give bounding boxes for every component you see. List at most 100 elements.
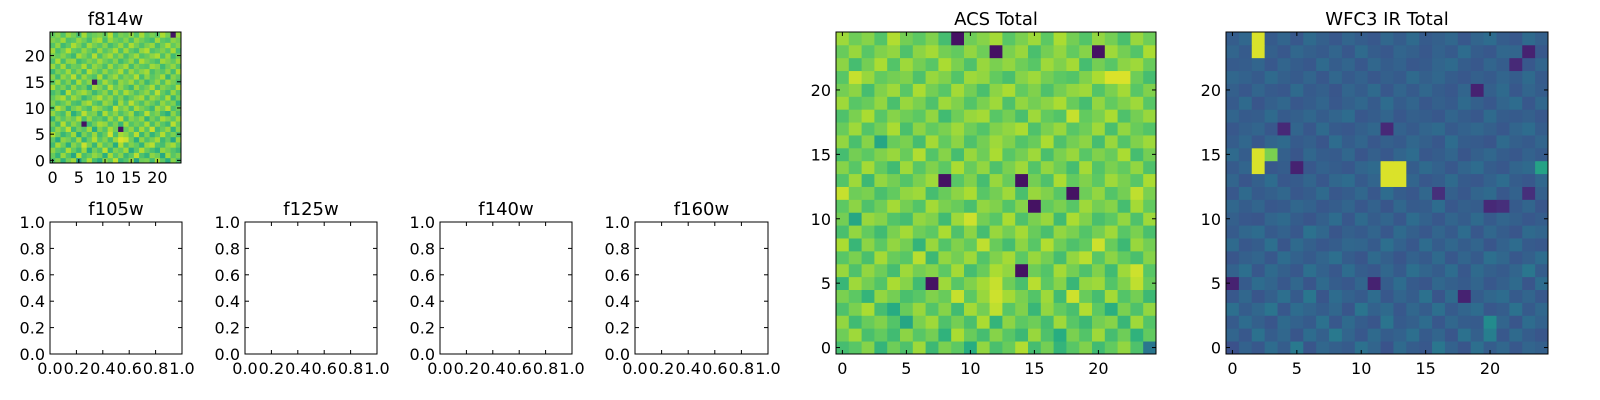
heatmap-cell (1354, 109, 1369, 123)
heatmap-cell (170, 68, 177, 75)
heatmap-cell (91, 121, 98, 127)
heatmap-cell (1535, 160, 1549, 175)
heatmap-cell (1092, 160, 1106, 175)
x-tick-label: 0 (48, 168, 58, 187)
heatmap-cell (1522, 302, 1536, 316)
heatmap-cell (1130, 96, 1144, 110)
heatmap-cell (1432, 250, 1446, 265)
heatmap-cell (900, 122, 914, 136)
x-tick-label: 0.8 (143, 359, 168, 378)
heatmap-cell (1470, 122, 1484, 136)
heatmap-cell (1457, 186, 1472, 200)
heatmap-cell (55, 73, 61, 80)
heatmap-cell (65, 52, 72, 59)
heatmap-cell (1290, 263, 1304, 278)
heatmap-cell (925, 238, 939, 252)
heatmap-cell (1053, 44, 1067, 59)
heatmap-cell (154, 121, 161, 127)
heatmap-cell (1104, 341, 1118, 355)
heatmap-cell (1419, 44, 1433, 59)
heatmap-cell (1053, 315, 1067, 329)
heatmap-cell (1316, 328, 1330, 342)
heatmap-cell (97, 89, 103, 96)
heatmap-cell (989, 70, 1003, 84)
heatmap-cell (1522, 212, 1536, 226)
heatmap-cell (1406, 173, 1420, 187)
heatmap-cell (1419, 186, 1433, 200)
heatmap-cell (900, 173, 914, 187)
heatmap-cell (112, 147, 119, 153)
heatmap-cell (165, 121, 171, 127)
heatmap-cell (1053, 109, 1067, 123)
heatmap-cell (1354, 276, 1369, 290)
heatmap-cell (1104, 32, 1118, 46)
heatmap-cell (1143, 173, 1157, 187)
heatmap-cell (60, 152, 67, 159)
heatmap-cell (128, 52, 135, 59)
heatmap-cell (1079, 212, 1093, 226)
heatmap-cell (1419, 276, 1433, 290)
heatmap-cell (925, 276, 939, 290)
heatmap-cell (912, 135, 926, 149)
heatmap-cell (848, 263, 862, 278)
heatmap-cell (65, 131, 72, 138)
heatmap-cell (70, 84, 77, 91)
heatmap-cell (861, 109, 875, 123)
heatmap-cell (165, 136, 171, 143)
heatmap-cell (1457, 341, 1472, 355)
heatmap-cell (900, 160, 914, 175)
heatmap-cell (139, 42, 145, 49)
x-tick-label: 0.8 (338, 359, 363, 378)
heatmap-cell (1130, 289, 1144, 303)
heatmap-cell (951, 302, 965, 316)
heatmap-cell (1130, 83, 1144, 97)
heatmap-cell (81, 37, 88, 43)
heatmap-cell (1092, 96, 1106, 110)
heatmap-cell (1367, 341, 1381, 355)
heatmap-cell (149, 142, 156, 148)
heatmap-cell (1117, 70, 1131, 84)
heatmap-cell (60, 47, 67, 54)
heatmap-cell (1432, 225, 1446, 239)
heatmap-cell (861, 135, 875, 149)
heatmap-cell (1277, 44, 1291, 59)
heatmap-cell (1104, 238, 1118, 252)
heatmap-cell (1483, 276, 1497, 290)
heatmap-cell (76, 89, 82, 96)
heatmap-cell (1264, 122, 1278, 136)
heatmap-cell (1251, 109, 1266, 123)
heatmap-cell (1535, 238, 1549, 252)
heatmap-cell (1444, 302, 1459, 316)
heatmap-cell (1535, 147, 1549, 162)
heatmap-cell (1092, 289, 1106, 303)
heatmap-cell (76, 121, 82, 127)
heatmap-cell (1496, 160, 1510, 175)
heatmap-cell (1028, 135, 1042, 149)
heatmap-cell (1367, 122, 1381, 136)
heatmap-cell (1277, 32, 1291, 46)
heatmap-cell (836, 276, 850, 290)
heatmap-cell (976, 135, 990, 149)
heatmap-cell (128, 131, 135, 138)
y-tick-label: 5 (35, 125, 45, 144)
heatmap-cell (1092, 315, 1106, 329)
heatmap-cell (70, 58, 77, 64)
heatmap-cell (1457, 276, 1472, 290)
heatmap-cell (144, 142, 150, 148)
heatmap-cell (175, 94, 182, 101)
heatmap-cell (154, 63, 161, 70)
x-tick-label: 5 (901, 359, 911, 378)
heatmap-cell (1496, 83, 1510, 97)
heatmap-cell (165, 73, 171, 80)
heatmap-cell (1079, 70, 1093, 84)
heatmap-cell (1040, 250, 1054, 265)
heatmap-cell (1496, 109, 1510, 123)
heatmap-cell (1457, 122, 1472, 136)
heatmap-cell (144, 105, 150, 111)
heatmap-cell (1040, 135, 1054, 149)
heatmap-cell (887, 250, 901, 265)
heatmap-cell (154, 152, 161, 159)
heatmap-cell (1238, 328, 1253, 342)
heatmap-cell (55, 100, 61, 106)
heatmap-cell (1143, 109, 1157, 123)
